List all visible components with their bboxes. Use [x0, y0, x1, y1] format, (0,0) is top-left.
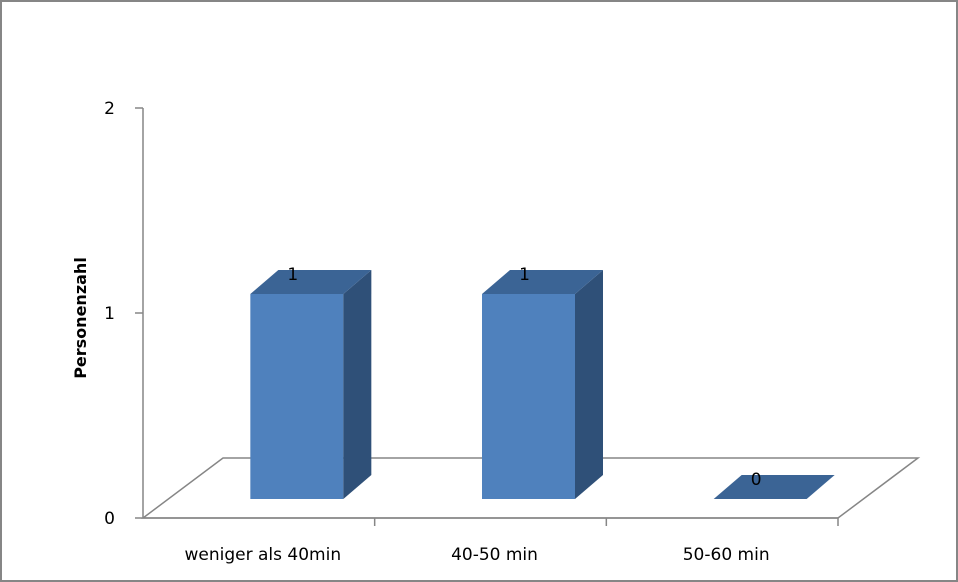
- bar-front: [482, 294, 575, 499]
- y-tick-label: 2: [104, 99, 115, 119]
- y-tick-label: 0: [104, 509, 115, 529]
- data-label: 0: [751, 470, 762, 490]
- data-label: 1: [287, 265, 298, 285]
- data-label: 1: [519, 265, 530, 285]
- chart-labels: 1 1 0: [287, 265, 761, 490]
- bar-side: [575, 270, 603, 499]
- bar: [482, 270, 603, 499]
- x-tick-label: 40-50 min: [451, 545, 538, 565]
- bar-side: [343, 270, 372, 499]
- chart-bars: [250, 270, 835, 499]
- chart-axes: 0 1 2 weniger als 40min 40-50 min 50-60 min: [104, 99, 839, 565]
- x-tick-label: weniger als 40min: [185, 545, 342, 565]
- bar: [713, 475, 835, 499]
- bar: [250, 270, 372, 499]
- y-tick-label: 1: [104, 304, 115, 324]
- y-axis-label: Personenzahl: [71, 257, 90, 379]
- x-tick-label: 50-60 min: [683, 545, 770, 565]
- bar-top: [482, 270, 603, 294]
- bar-front: [250, 294, 344, 499]
- bar-top: [250, 270, 372, 294]
- bar-top: [713, 475, 835, 499]
